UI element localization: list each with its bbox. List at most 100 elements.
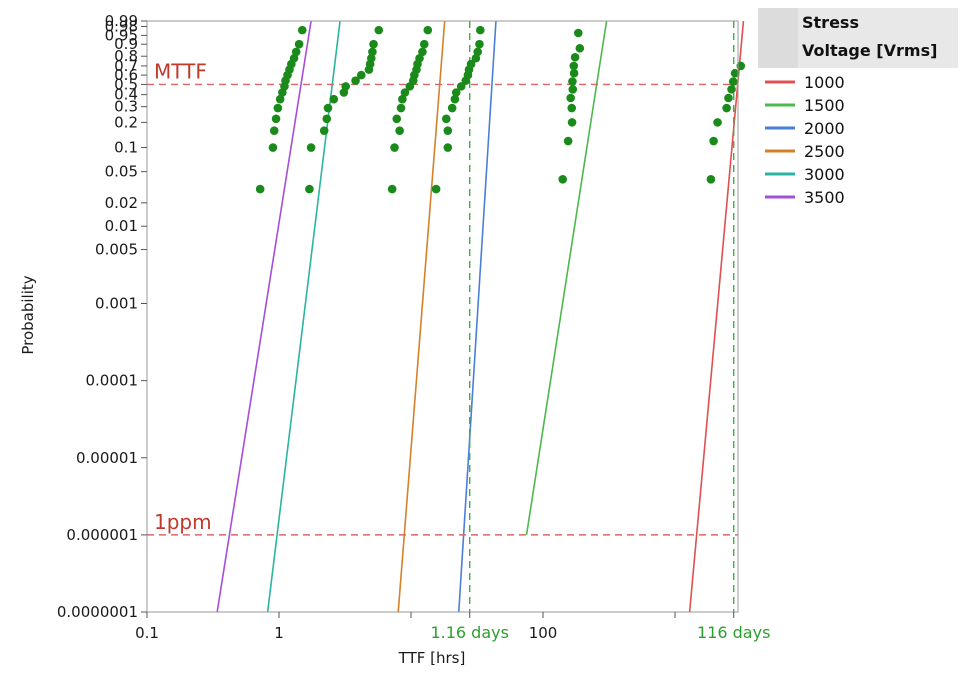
data-point-1500-8 — [569, 61, 579, 71]
y-tick-label: 0.0001 — [86, 372, 139, 390]
data-point-1500-0 — [558, 174, 568, 184]
data-point-1500-3 — [567, 103, 577, 113]
data-point-2000-14 — [475, 39, 484, 49]
data-point-2000-3 — [441, 114, 451, 124]
data-point-2000-7 — [456, 82, 466, 91]
legend-label-2000: 2000 — [804, 119, 845, 138]
data-point-3000-0 — [305, 184, 314, 194]
data-point-3000-8 — [351, 76, 360, 85]
data-point-1500-2 — [567, 118, 577, 127]
x-tick-label: 0.1 — [135, 624, 159, 642]
plot-frame — [146, 20, 739, 613]
data-point-3000-13 — [368, 47, 377, 57]
y-tick-label: 0.95 — [105, 26, 138, 44]
data-point-2500-1 — [390, 143, 399, 152]
y-tick-label: 0.05 — [105, 163, 138, 181]
points-layer — [255, 25, 746, 194]
data-point-2500-15 — [423, 25, 433, 35]
x-axis: 0.1 1 1.16 days 100 116 days — [135, 612, 770, 642]
data-point-3000-14 — [369, 39, 378, 49]
data-point-3500-5 — [275, 94, 285, 104]
data-point-2500-2 — [395, 126, 404, 135]
data-point-2000-15 — [476, 25, 485, 35]
y-tick-label: 0.99 — [105, 12, 138, 30]
data-point-1500-1 — [563, 136, 573, 146]
data-point-2500-13 — [418, 47, 427, 57]
data-point-2500-14 — [419, 39, 429, 49]
x-tick-label: 100 — [529, 624, 558, 642]
data-point-1000-4 — [724, 93, 733, 103]
fit-lines-layer — [216, 20, 745, 613]
data-point-1500-7 — [569, 68, 579, 78]
data-point-3000-12 — [366, 53, 376, 63]
data-point-1000-0 — [706, 174, 716, 184]
y-tick-label: 0.02 — [105, 194, 138, 212]
data-point-3500-1 — [268, 143, 278, 152]
data-point-3500-0 — [255, 184, 265, 194]
data-point-3500-2 — [269, 126, 279, 135]
y-tick-label: 0.5 — [114, 75, 138, 93]
data-point-3000-4 — [323, 103, 333, 113]
fit-line-3500 — [216, 20, 312, 613]
legend-title-line1: Stress — [802, 13, 859, 32]
y-tick-label: 0.98 — [105, 17, 138, 35]
data-point-1500-5 — [568, 85, 578, 94]
one-ppm-label: 1ppm — [154, 510, 212, 534]
data-point-2000-13 — [473, 47, 482, 57]
data-point-1500-4 — [566, 93, 575, 103]
data-point-1000-2 — [713, 118, 722, 127]
fit-line-1500 — [525, 20, 608, 536]
data-point-2000-0 — [431, 184, 441, 194]
fit-line-2000 — [457, 20, 497, 613]
legend-corner-swatch — [758, 8, 798, 68]
y-tick-label: 0.7 — [114, 57, 138, 75]
y-tick-label: 0.005 — [95, 241, 138, 259]
data-point-1500-6 — [568, 77, 577, 86]
data-point-2500-3 — [392, 114, 402, 124]
y-tick-label: 0.8 — [114, 47, 138, 65]
x-tick-label: 1.16 days — [430, 623, 508, 642]
y-tick-label: 0.0000001 — [57, 603, 138, 621]
data-point-1000-5 — [727, 85, 736, 94]
data-point-3500-15 — [297, 25, 307, 35]
data-point-3000-7 — [341, 82, 350, 91]
data-point-2000-5 — [450, 94, 460, 104]
x-tick-label: 116 days — [697, 623, 770, 642]
data-point-2500-12 — [415, 53, 424, 63]
legend-items: 1000 1500 2000 2500 3000 3500 — [765, 73, 845, 207]
data-point-1500-11 — [573, 28, 583, 38]
fit-line-2500 — [397, 20, 446, 613]
y-tick-label: 0.6 — [114, 66, 138, 84]
y-tick-label: 0.000001 — [66, 526, 138, 544]
legend-label-1000: 1000 — [804, 73, 845, 92]
y-tick-label: 0.3 — [114, 98, 138, 116]
data-point-3500-14 — [294, 39, 304, 49]
y-axis: 0.0000001 0.000001 0.00001 0.0001 0.001 0.005… — [57, 12, 147, 621]
y-tick-label: 0.2 — [114, 113, 138, 131]
y-tick-label: 0.1 — [114, 139, 138, 157]
data-point-2000-2 — [443, 126, 453, 135]
data-point-3000-1 — [306, 143, 316, 152]
legend: Stress Voltage [Vrms] 1000 1500 2000 2500 30… — [758, 8, 958, 207]
data-point-3500-4 — [273, 103, 283, 113]
y-tick-label: 0.01 — [105, 217, 138, 235]
data-point-2500-4 — [396, 103, 406, 113]
y-tick-label: 0.00001 — [76, 449, 138, 467]
legend-label-2500: 2500 — [804, 142, 845, 161]
legend-label-3000: 3000 — [804, 165, 845, 184]
data-point-2000-1 — [443, 143, 453, 152]
fit-line-1000 — [688, 20, 745, 613]
y-axis-title: Probability — [19, 275, 37, 354]
legend-label-1500: 1500 — [804, 96, 845, 115]
data-point-3000-2 — [319, 126, 329, 135]
data-point-2500-0 — [387, 184, 397, 194]
reference-lines-layer — [147, 21, 738, 612]
data-point-1000-3 — [722, 103, 731, 113]
data-point-3000-15 — [374, 25, 384, 35]
data-point-1000-1 — [709, 136, 718, 146]
data-point-3000-9 — [356, 70, 366, 80]
y-tick-label: 0.9 — [114, 35, 138, 53]
legend-label-3500: 3500 — [804, 188, 845, 207]
data-point-3000-3 — [322, 114, 332, 124]
